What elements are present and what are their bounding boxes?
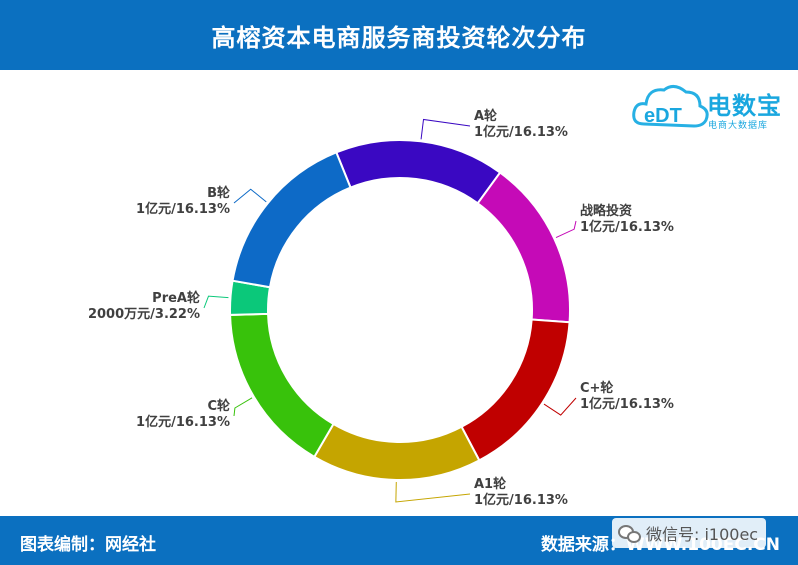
slice-label-name-7: B轮	[207, 185, 230, 201]
logo-name: 电数宝	[707, 92, 782, 120]
slice-label-name-6: PreA轮	[152, 290, 200, 306]
leader-line-7	[233, 188, 267, 204]
logo-mark: eDT	[644, 105, 682, 127]
wechat-icon	[618, 524, 641, 543]
chart-title: 高榕资本电商服务商投资轮次分布	[211, 23, 587, 52]
donut-slice-3	[460, 318, 571, 462]
slice-label-name-4: A1轮	[474, 476, 506, 492]
footer-credit: 图表编制：网经社	[20, 535, 156, 555]
wechat-watermark: 微信号: i100ec	[612, 518, 767, 548]
donut-slice-1	[335, 139, 502, 205]
leader-line-2	[555, 220, 577, 239]
donut-slice-7	[231, 151, 352, 289]
title-bar: 高榕资本电商服务商投资轮次分布	[0, 0, 798, 70]
watermark-text: 微信号: i100ec	[646, 525, 759, 544]
slice-label-value-3: 1亿元/16.13%	[580, 396, 674, 412]
leader-line-1	[420, 118, 471, 140]
slice-label-name-5: C轮	[207, 398, 230, 414]
leader-line-3	[543, 397, 577, 416]
leader-line-6	[203, 295, 229, 309]
logo-subtitle: 电商大数据库	[708, 121, 769, 131]
donut-chart: A轮1亿元/16.13%战略投资1亿元/16.13%C+轮1亿元/16.13%A…	[88, 108, 674, 508]
slice-label-name-1: A轮	[474, 108, 497, 124]
slice-label-value-4: 1亿元/16.13%	[474, 492, 568, 508]
donut-slice-2	[476, 171, 571, 324]
slice-label-name-2: 战略投资	[580, 203, 632, 219]
slice-label-value-2: 1亿元/16.13%	[580, 219, 674, 235]
logo-cloud-icon: eDT	[632, 85, 709, 128]
slice-label-value-6: 2000万元/3.22%	[88, 307, 200, 322]
leader-line-4	[395, 481, 471, 503]
donut-slice-4	[312, 422, 481, 481]
slice-label-value-7: 1亿元/16.13%	[136, 201, 230, 217]
slice-label-value-1: 1亿元/16.13%	[474, 124, 568, 140]
slice-label-name-3: C+轮	[580, 380, 613, 396]
leader-line-5	[233, 397, 253, 417]
slice-label-value-5: 1亿元/16.13%	[136, 414, 230, 430]
donut-slice-5	[229, 312, 335, 459]
